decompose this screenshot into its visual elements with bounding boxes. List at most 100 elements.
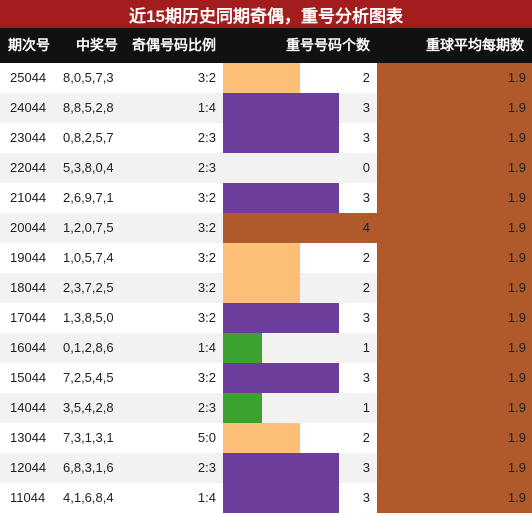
- period-cell: 24044: [10, 100, 47, 115]
- table-row: 11044 4,1,6,8,4 1:4 3 1.9: [0, 483, 532, 513]
- winning-numbers-cell: 1,3,8,5,0: [63, 310, 114, 325]
- repeat-count-bar: [223, 423, 300, 453]
- odd-even-ratio-cell: 1:4: [197, 490, 216, 505]
- repeat-count-label: 3: [362, 190, 370, 205]
- table-row: 24044 8,8,5,2,8 1:4 3 1.9: [0, 93, 532, 123]
- average-label: 1.9: [507, 160, 526, 175]
- repeat-count-label: 3: [362, 100, 370, 115]
- period-cell: 22044: [10, 160, 47, 175]
- repeat-count-bar: [223, 363, 339, 393]
- average-bar: [377, 273, 532, 303]
- average-label: 1.9: [507, 490, 526, 505]
- period-cell: 17044: [10, 310, 47, 325]
- table-row: 16044 0,1,2,8,6 1:4 1 1.9: [0, 333, 532, 363]
- average-label: 1.9: [507, 130, 526, 145]
- repeat-count-bar: [223, 213, 377, 243]
- odd-even-ratio-cell: 2:3: [197, 130, 216, 145]
- header-period: 期次号: [8, 37, 50, 53]
- header-ratio: 奇偶号码比例: [132, 37, 216, 53]
- average-label: 1.9: [507, 220, 526, 235]
- odd-even-ratio-cell: 3:2: [197, 370, 216, 385]
- odd-even-ratio-cell: 3:2: [197, 250, 216, 265]
- average-label: 1.9: [507, 370, 526, 385]
- odd-even-ratio-cell: 2:3: [197, 460, 216, 475]
- winning-numbers-cell: 7,2,5,4,5: [63, 370, 114, 385]
- table-header: 期次号 中奖号 奇偶号码比例 重号号码个数 重球平均每期数: [0, 28, 532, 63]
- average-label: 1.9: [507, 310, 526, 325]
- odd-even-ratio-cell: 3:2: [197, 70, 216, 85]
- table-row: 21044 2,6,9,7,1 3:2 3 1.9: [0, 183, 532, 213]
- winning-numbers-cell: 2,6,9,7,1: [63, 190, 114, 205]
- winning-numbers-cell: 7,3,1,3,1: [63, 430, 114, 445]
- average-label: 1.9: [507, 340, 526, 355]
- period-cell: 13044: [10, 430, 47, 445]
- table-row: 13044 7,3,1,3,1 5:0 2 1.9: [0, 423, 532, 453]
- repeat-count-label: 3: [362, 130, 370, 145]
- table-row: 15044 7,2,5,4,5 3:2 3 1.9: [0, 363, 532, 393]
- average-label: 1.9: [507, 190, 526, 205]
- average-label: 1.9: [507, 400, 526, 415]
- average-bar: [377, 213, 532, 243]
- average-bar: [377, 453, 532, 483]
- average-label: 1.9: [507, 280, 526, 295]
- period-cell: 25044: [10, 70, 47, 85]
- period-cell: 15044: [10, 370, 47, 385]
- repeat-count-bar: [223, 303, 339, 333]
- repeat-count-label: 2: [362, 280, 370, 295]
- table-row: 14044 3,5,4,2,8 2:3 1 1.9: [0, 393, 532, 423]
- period-cell: 11044: [10, 490, 46, 505]
- average-label: 1.9: [507, 430, 526, 445]
- average-bar: [377, 153, 532, 183]
- average-bar: [377, 183, 532, 213]
- repeat-count-bar: [223, 393, 262, 423]
- repeat-count-bar: [223, 333, 262, 363]
- period-cell: 16044: [10, 340, 47, 355]
- table-row: 17044 1,3,8,5,0 3:2 3 1.9: [0, 303, 532, 333]
- period-cell: 14044: [10, 400, 47, 415]
- winning-numbers-cell: 8,8,5,2,8: [63, 100, 114, 115]
- winning-numbers-cell: 0,1,2,8,6: [63, 340, 114, 355]
- table-row: 12044 6,8,3,1,6 2:3 3 1.9: [0, 453, 532, 483]
- average-bar: [377, 63, 532, 93]
- repeat-count-bar: [223, 93, 339, 123]
- winning-numbers-cell: 4,1,6,8,4: [63, 490, 114, 505]
- period-cell: 12044: [10, 460, 47, 475]
- winning-numbers-cell: 0,8,2,5,7: [63, 130, 114, 145]
- odd-even-ratio-cell: 1:4: [197, 340, 216, 355]
- odd-even-ratio-cell: 1:4: [197, 100, 216, 115]
- winning-numbers-cell: 3,5,4,2,8: [63, 400, 114, 415]
- average-bar: [377, 483, 532, 513]
- table-row: 22044 5,3,8,0,4 2:3 0 1.9: [0, 153, 532, 183]
- table-row: 23044 0,8,2,5,7 2:3 3 1.9: [0, 123, 532, 153]
- winning-numbers-cell: 2,3,7,2,5: [63, 280, 114, 295]
- table-row: 19044 1,0,5,7,4 3:2 2 1.9: [0, 243, 532, 273]
- average-label: 1.9: [507, 100, 526, 115]
- repeat-count-label: 1: [362, 400, 370, 415]
- repeat-count-label: 3: [362, 460, 370, 475]
- table-row: 20044 1,2,0,7,5 3:2 4 1.9: [0, 213, 532, 243]
- repeat-count-bar: [223, 243, 300, 273]
- average-bar: [377, 423, 532, 453]
- repeat-count-label: 0: [362, 160, 370, 175]
- repeat-count-bar: [223, 183, 339, 213]
- average-bar: [377, 393, 532, 423]
- average-bar: [377, 243, 532, 273]
- period-cell: 23044: [10, 130, 47, 145]
- period-cell: 19044: [10, 250, 47, 265]
- average-bar: [377, 123, 532, 153]
- average-bar: [377, 93, 532, 123]
- header-average: 重球平均每期数: [426, 37, 524, 53]
- period-cell: 21044: [10, 190, 47, 205]
- repeat-count-bar: [223, 123, 339, 153]
- table-row: 25044 8,0,5,7,3 3:2 2 1.9: [0, 63, 532, 93]
- average-label: 1.9: [507, 460, 526, 475]
- odd-even-ratio-cell: 3:2: [197, 310, 216, 325]
- repeat-count-label: 2: [362, 430, 370, 445]
- repeat-count-label: 2: [362, 250, 370, 265]
- winning-numbers-cell: 5,3,8,0,4: [63, 160, 114, 175]
- repeat-count-label: 4: [362, 220, 370, 235]
- odd-even-ratio-cell: 3:2: [197, 190, 216, 205]
- odd-even-ratio-cell: 5:0: [197, 430, 216, 445]
- repeat-count-label: 2: [362, 70, 370, 85]
